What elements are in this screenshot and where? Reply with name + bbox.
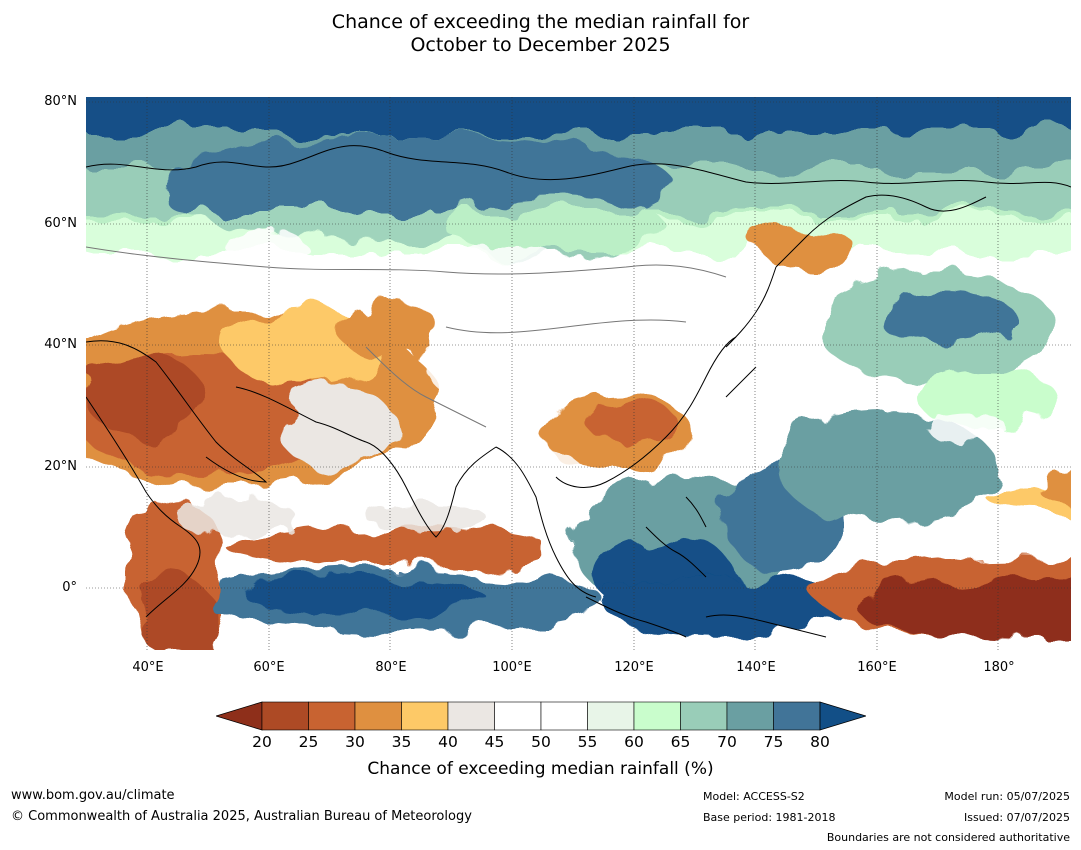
colorbar-tick-label: 35 [391,733,412,751]
longitude-label-60e: 60°E [253,660,285,675]
base-period-text: Base period: 1981-2018 [703,811,836,824]
colorbar-tick-label: 40 [438,733,458,751]
map-title-line-1: Chance of exceeding the median rainfall … [331,11,750,33]
colorbar-bin [726,701,774,731]
colorbar-tick-label: 20 [252,733,272,751]
colorbar-tick-label: 80 [810,733,830,751]
colorbar [216,701,866,731]
colorbar-bin [773,701,821,731]
colorbar-tick-label: 75 [763,733,784,751]
gridlines [86,97,1071,650]
colorbar-bin [587,701,635,731]
map-title-line-2: October to December 2025 [410,34,671,56]
colorbar-over-triangle [819,701,866,731]
latitude-label-20n: 20°N [44,459,77,474]
colorbar-bin [401,701,449,731]
colorbar-under-triangle [216,701,263,731]
colorbar-tick-label: 25 [298,733,319,751]
longitude-label-120e: 120°E [614,660,654,675]
colorbar-tick-label: 60 [624,733,644,751]
website-link[interactable]: www.bom.gov.au/climate [11,788,175,803]
colorbar-bin [680,701,728,731]
longitude-label-180: 180° [983,660,1015,675]
colorbar-bin [261,701,309,731]
colorbar-tick-label: 65 [670,733,691,751]
latitude-label-80n: 80°N [44,94,77,109]
longitude-label-100e: 100°E [492,660,532,675]
issued-text: Issued: 07/07/2025 [963,811,1070,824]
colorbar-tick-label: 70 [717,733,737,751]
rainfall-probability-map [86,97,1071,650]
colorbar-bin [494,701,542,731]
disclaimer-text: Boundaries are not considered authoritat… [826,831,1070,844]
latitude-label-60n: 60°N [44,216,77,231]
colorbar-label: Chance of exceeding median rainfall (%) [367,759,714,779]
longitude-label-140e: 140°E [736,660,776,675]
latitude-label-0: 0° [62,580,77,595]
colorbar-tick-label: 45 [484,733,505,751]
colorbar-bin [540,701,588,731]
colorbar-tick-label: 50 [531,733,551,751]
latitude-label-40n: 40°N [44,337,77,352]
coastlines [86,145,1071,638]
colorbar-tick-label: 55 [577,733,598,751]
colorbar-bin [633,701,681,731]
colorbar-bin [447,701,495,731]
colorbar-bins [261,701,821,731]
copyright-text: © Commonwealth of Australia 2025, Austra… [11,809,472,824]
colorbar-bin [308,701,356,731]
probability-field [86,97,1071,650]
country-boundaries [86,246,727,428]
colorbar-bin [354,701,402,731]
longitude-label-160e: 160°E [857,660,897,675]
longitude-label-80e: 80°E [375,660,407,675]
model-run-text: Model run: 05/07/2025 [944,790,1070,803]
model-text: Model: ACCESS-S2 [703,790,805,803]
colorbar-tick-label: 30 [345,733,365,751]
longitude-label-40e: 40°E [132,660,164,675]
